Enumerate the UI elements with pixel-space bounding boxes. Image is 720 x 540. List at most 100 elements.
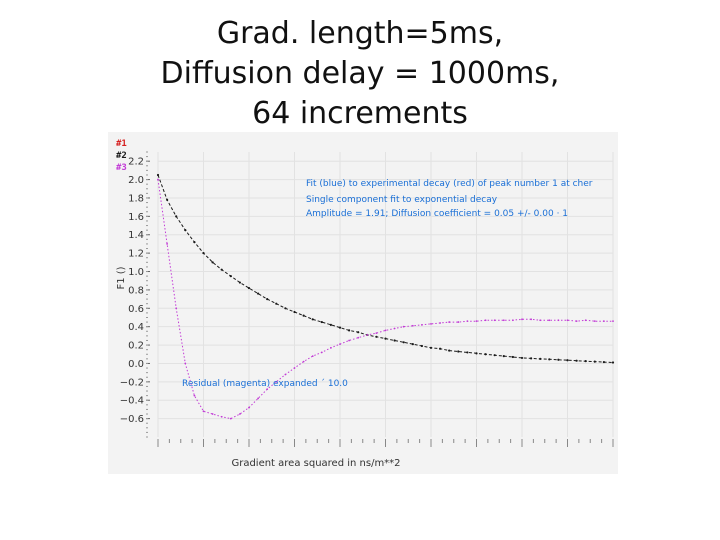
data-point-series-1 xyxy=(329,323,332,326)
diffusion-decay-chart: −0.6 −0.4 −0.2 0.0 0.2 0.4 0.6 0.8 1.0 1.2 1.4 1.6 1… xyxy=(108,132,618,474)
data-point-series-2 xyxy=(530,318,532,321)
data-point-series-2 xyxy=(402,325,405,328)
data-point-series-1 xyxy=(238,281,241,284)
data-point-series-2 xyxy=(603,320,605,323)
data-point-series-1 xyxy=(293,310,296,314)
grid-layer xyxy=(157,152,614,437)
data-point-series-1 xyxy=(284,307,287,310)
data-point-series-1 xyxy=(520,356,524,360)
data-point-series-1 xyxy=(393,339,396,342)
annotation-fit-description: Fit (blue) to experimental decay (red) o… xyxy=(306,179,593,189)
data-point-series-2 xyxy=(448,321,451,323)
data-point-series-2 xyxy=(593,320,596,323)
data-point-series-2 xyxy=(193,394,196,397)
data-point-series-2 xyxy=(339,343,341,346)
data-point-series-1 xyxy=(584,360,587,363)
annotation-model: Single component fit to exponential deca… xyxy=(306,195,498,205)
data-point-series-1 xyxy=(338,326,342,329)
data-point-series-1 xyxy=(611,361,615,364)
y-axis-label: F1 () xyxy=(116,266,127,289)
y-tick-label: 1.8 xyxy=(128,193,144,204)
data-point-series-1 xyxy=(602,360,605,364)
legend-entry-2: #2 xyxy=(116,151,127,161)
data-point-series-2 xyxy=(475,320,478,323)
data-point-series-1 xyxy=(247,286,251,290)
data-point-series-2 xyxy=(548,319,551,322)
y-tick-label: 1.2 xyxy=(128,249,144,260)
data-point-series-2 xyxy=(311,355,314,357)
slide-title-line-1: Grad. length=5ms, xyxy=(216,16,504,51)
ticks-layer: −0.6 −0.4 −0.2 0.0 0.2 0.4 0.6 0.8 1.0 1.2 1.4 1.6 1… xyxy=(120,151,614,447)
data-point-series-1 xyxy=(184,229,187,232)
data-point-series-2 xyxy=(330,346,332,349)
data-point-series-2 xyxy=(175,307,178,310)
data-point-series-1 xyxy=(493,354,496,357)
data-point-series-1 xyxy=(511,355,514,359)
data-point-series-1 xyxy=(411,343,414,346)
data-point-series-1 xyxy=(557,358,560,361)
data-point-series-2 xyxy=(266,388,269,391)
data-point-series-1 xyxy=(429,346,433,349)
data-point-series-1 xyxy=(466,351,469,354)
data-point-series-1 xyxy=(320,320,323,324)
data-point-series-2 xyxy=(484,319,487,322)
data-point-series-2 xyxy=(229,417,232,420)
data-point-series-2 xyxy=(239,413,241,415)
data-point-series-2 xyxy=(430,323,432,325)
data-point-series-1 xyxy=(275,302,278,305)
data-point-series-2 xyxy=(502,319,505,322)
data-point-series-1 xyxy=(448,349,451,352)
y-tick-label: −0.6 xyxy=(120,414,144,425)
y-tick-label: 0.6 xyxy=(128,304,144,315)
data-point-series-1 xyxy=(229,275,232,278)
data-point-series-2 xyxy=(302,360,305,363)
data-point-series-1 xyxy=(311,318,314,321)
data-point-series-2 xyxy=(584,319,587,322)
data-point-series-2 xyxy=(384,329,387,332)
y-tick-label: 0.2 xyxy=(128,341,144,352)
data-point-series-2 xyxy=(411,324,414,327)
data-point-series-1 xyxy=(439,347,442,350)
data-point-series-1 xyxy=(484,353,487,356)
data-point-series-2 xyxy=(539,319,542,322)
slide-title-line-3: 64 increments xyxy=(252,96,468,131)
y-tick-label: 1.0 xyxy=(128,267,144,278)
data-point-series-2 xyxy=(202,410,205,413)
data-point-series-1 xyxy=(502,354,505,358)
data-point-series-1 xyxy=(375,335,378,338)
data-point-series-1 xyxy=(202,252,205,255)
data-point-series-2 xyxy=(248,406,250,409)
data-point-series-1 xyxy=(575,359,578,362)
y-tick-label: −0.2 xyxy=(120,377,144,388)
legend-entry-1: #1 xyxy=(116,139,127,149)
series-layer xyxy=(156,173,615,420)
data-point-series-2 xyxy=(320,351,323,354)
data-point-series-2 xyxy=(557,319,560,322)
y-tick-label: −0.4 xyxy=(120,396,144,407)
data-point-series-1 xyxy=(302,314,305,317)
y-tick-label: 1.4 xyxy=(128,230,144,241)
chart-background xyxy=(108,132,618,474)
data-point-series-2 xyxy=(284,373,287,376)
y-tick-label: 0.0 xyxy=(128,359,144,370)
data-point-series-2 xyxy=(220,415,223,418)
data-point-series-2 xyxy=(257,397,259,400)
data-point-series-2 xyxy=(348,339,350,342)
data-point-series-1 xyxy=(593,360,596,363)
data-point-series-2 xyxy=(357,336,360,339)
data-point-series-2 xyxy=(466,320,469,323)
data-point-series-2 xyxy=(293,367,296,369)
data-point-series-2 xyxy=(166,243,168,245)
data-point-series-1 xyxy=(220,268,223,271)
slide-title-line-2: Diffusion delay = 1000ms, xyxy=(160,56,560,91)
data-point-series-1 xyxy=(348,329,351,332)
data-point-series-2 xyxy=(375,332,378,335)
data-point-series-1 xyxy=(156,173,160,177)
data-point-series-1 xyxy=(420,344,423,348)
data-point-series-1 xyxy=(211,261,214,264)
data-point-series-2 xyxy=(211,413,214,415)
data-point-series-1 xyxy=(530,357,533,360)
data-point-series-2 xyxy=(512,319,514,322)
data-point-series-1 xyxy=(384,337,387,340)
data-point-series-1 xyxy=(166,198,169,201)
